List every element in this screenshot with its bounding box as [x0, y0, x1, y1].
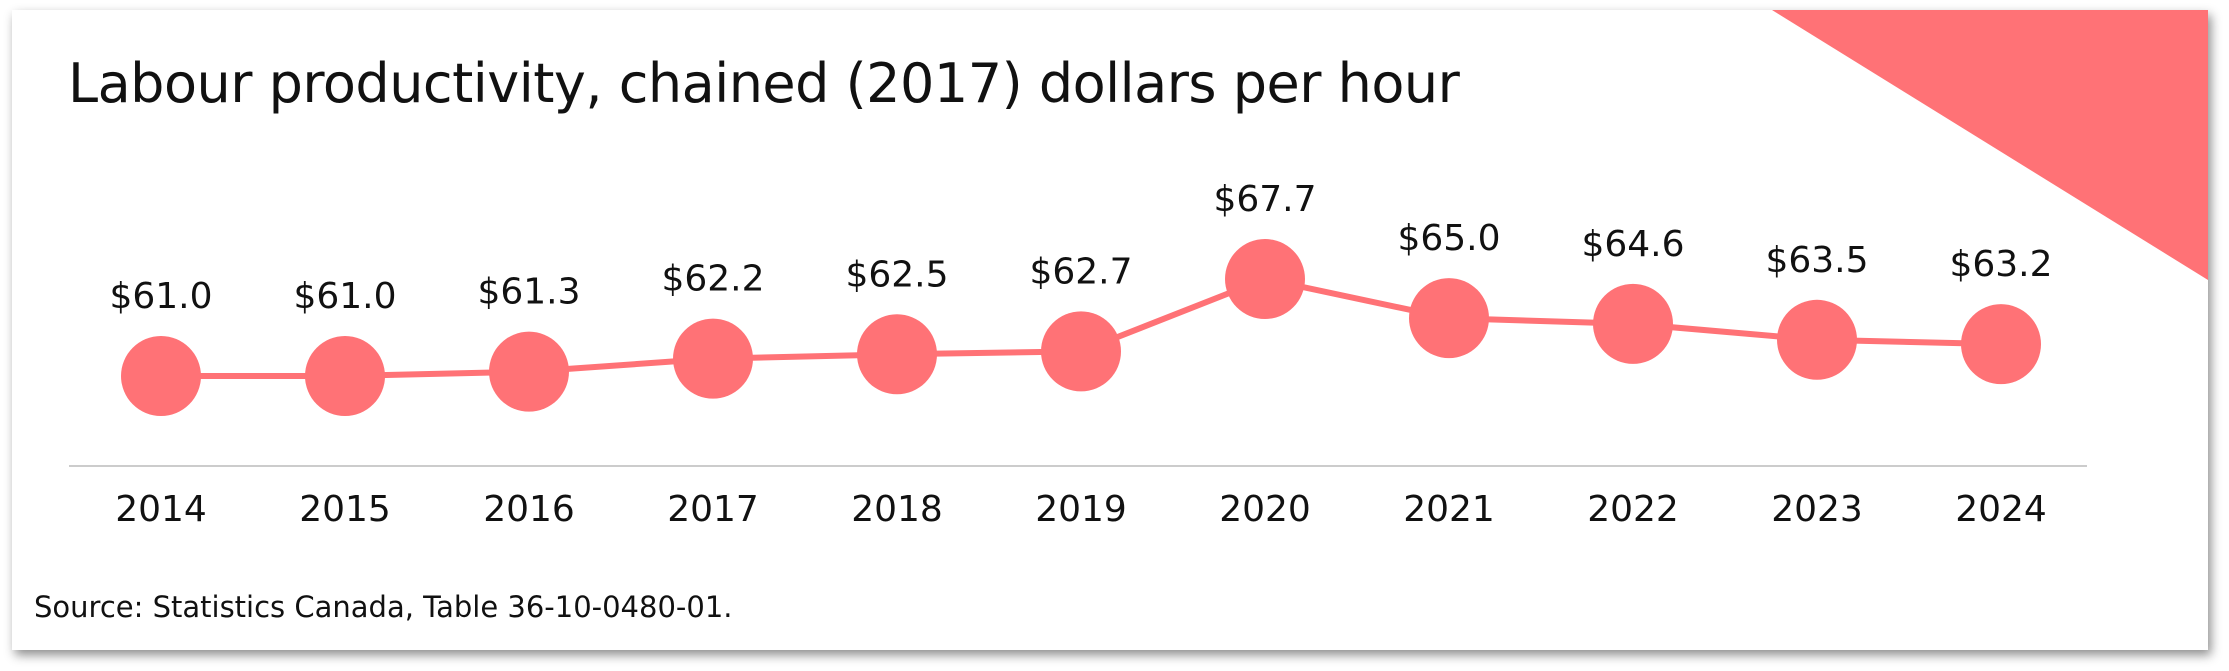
data-label-2024: $63.2: [1949, 244, 2052, 285]
data-label-2018: $62.5: [845, 254, 948, 295]
x-tick-label-2017: 2017: [667, 489, 759, 530]
x-tick-label-2020: 2020: [1219, 489, 1311, 530]
data-point-2020: [1225, 239, 1305, 319]
data-label-2017: $62.2: [661, 259, 764, 300]
data-label-2016: $61.3: [477, 272, 580, 313]
x-tick-label-2024: 2024: [1955, 489, 2047, 530]
data-point-2018: [857, 314, 937, 395]
source-note: Source: Statistics Canada, Table 36-10-0…: [34, 590, 733, 624]
data-point-2023: [1777, 299, 1857, 380]
data-label-2014: $61.0: [109, 276, 212, 317]
chart-card: $61.0 $61.0 $61.3 $62.2 $62.5 $62.7 $67.7 $65.0…: [12, 10, 2208, 650]
data-point-2015: [305, 336, 385, 416]
x-tick-label-2021: 2021: [1403, 489, 1495, 530]
x-tick-label-2019: 2019: [1035, 489, 1127, 530]
data-point-2024: [1961, 304, 2041, 385]
x-tick-label-2023: 2023: [1771, 489, 1863, 530]
line-chart: $61.0 $61.0 $61.3 $62.2 $62.5 $62.7 $67.7 $65.0…: [69, 10, 2208, 530]
data-label-2023: $63.5: [1765, 240, 1868, 281]
data-label-2020: $67.7: [1213, 179, 1316, 220]
data-point-2019: [1041, 311, 1121, 392]
x-tick-labels-group: 2014 2015 2016 2017 2018 2019 2020 2021 2022 2023…: [115, 489, 2047, 530]
corner-decoration: [1772, 10, 2208, 280]
data-label-2021: $65.0: [1397, 218, 1500, 259]
x-tick-label-2016: 2016: [483, 489, 575, 530]
data-point-2014: [121, 336, 201, 416]
data-point-2017: [673, 318, 753, 399]
data-label-2015: $61.0: [293, 276, 396, 317]
data-labels-group: $61.0 $61.0 $61.3 $62.2 $62.5 $62.7 $67.7 $65.0…: [109, 179, 2052, 317]
data-label-2019: $62.7: [1029, 251, 1132, 292]
x-tick-label-2022: 2022: [1587, 489, 1679, 530]
x-tick-label-2015: 2015: [299, 489, 391, 530]
markers-group: [121, 239, 2041, 416]
chart-title: Labour productivity, chained (2017) doll…: [68, 52, 1460, 115]
data-point-2016: [489, 331, 569, 412]
data-point-2022: [1593, 283, 1673, 364]
x-tick-label-2018: 2018: [851, 489, 943, 530]
data-label-2022: $64.6: [1581, 224, 1684, 265]
data-point-2021: [1409, 278, 1489, 359]
x-tick-label-2014: 2014: [115, 489, 207, 530]
